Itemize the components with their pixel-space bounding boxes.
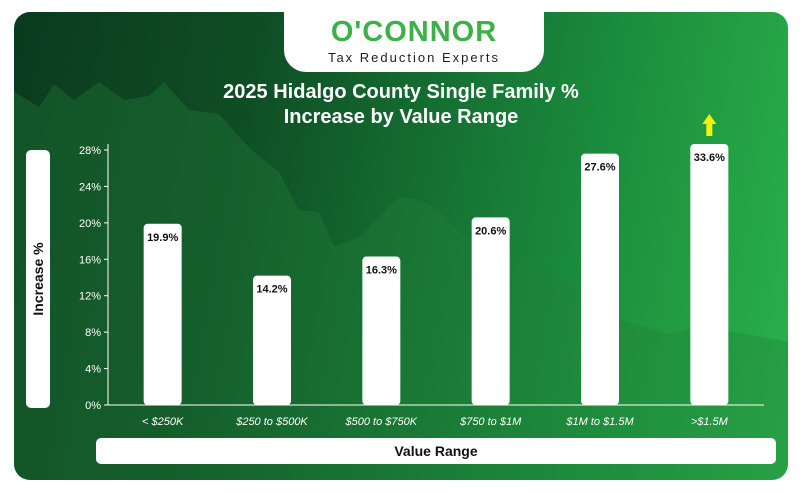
- logo-wordmark: O'CONNOR: [330, 16, 498, 48]
- x-tick-label: >$1.5M: [691, 416, 729, 428]
- y-tick-label: 24%: [79, 181, 101, 193]
- bar-value-label: 20.6%: [475, 225, 506, 237]
- bar-chart: 0% 4% 8% 12% 16% 20% 24% 28% 19.9% < $250K 14.2% $2…: [79, 114, 764, 428]
- x-tick-label: $500 to $750K: [345, 416, 418, 428]
- overflow-arrow-icon: [702, 114, 717, 136]
- x-tick-label: $1M to $1.5M: [565, 416, 634, 428]
- bar-value-label: 16.3%: [366, 265, 397, 277]
- x-tick-label: $250 to $500K: [235, 416, 308, 428]
- bar-value-label: 27.6%: [584, 162, 615, 174]
- x-tick-label: < $250K: [142, 416, 184, 428]
- logo: O'CONNOR Tax Reduction Experts: [284, 12, 544, 72]
- bar-value-label: 33.6%: [694, 152, 725, 164]
- bar: [143, 223, 182, 405]
- bar-value-label: 19.9%: [147, 232, 178, 244]
- chart-title-line-1: 2025 Hidalgo County Single Family %: [223, 81, 579, 103]
- bar: [690, 144, 729, 405]
- chart-card: O'CONNOR Tax Reduction Experts 2025 Hida…: [14, 12, 788, 480]
- bar: [253, 275, 291, 405]
- bar-value-label: 14.2%: [256, 284, 287, 296]
- chart-title: 2025 Hidalgo County Single Family % Incr…: [14, 80, 788, 130]
- x-axis-label: Value Range: [96, 438, 776, 464]
- y-tick-label: 28%: [79, 145, 101, 157]
- x-tick-label: $750 to $1M: [459, 416, 522, 428]
- bar: [362, 256, 401, 405]
- bar: [581, 153, 619, 405]
- y-tick-label: 16%: [79, 254, 101, 266]
- chart-title-line-2: Increase by Value Range: [283, 106, 519, 128]
- logo-tagline: Tax Reduction Experts: [327, 50, 501, 65]
- y-tick-label: 4%: [85, 364, 101, 376]
- y-tick-label: 12%: [79, 291, 101, 303]
- bar: [471, 217, 510, 405]
- y-tick-label: 8%: [85, 327, 101, 339]
- y-axis-label-box: [26, 150, 50, 408]
- y-tick-label: 0%: [85, 400, 101, 412]
- y-tick-label: 20%: [79, 218, 101, 230]
